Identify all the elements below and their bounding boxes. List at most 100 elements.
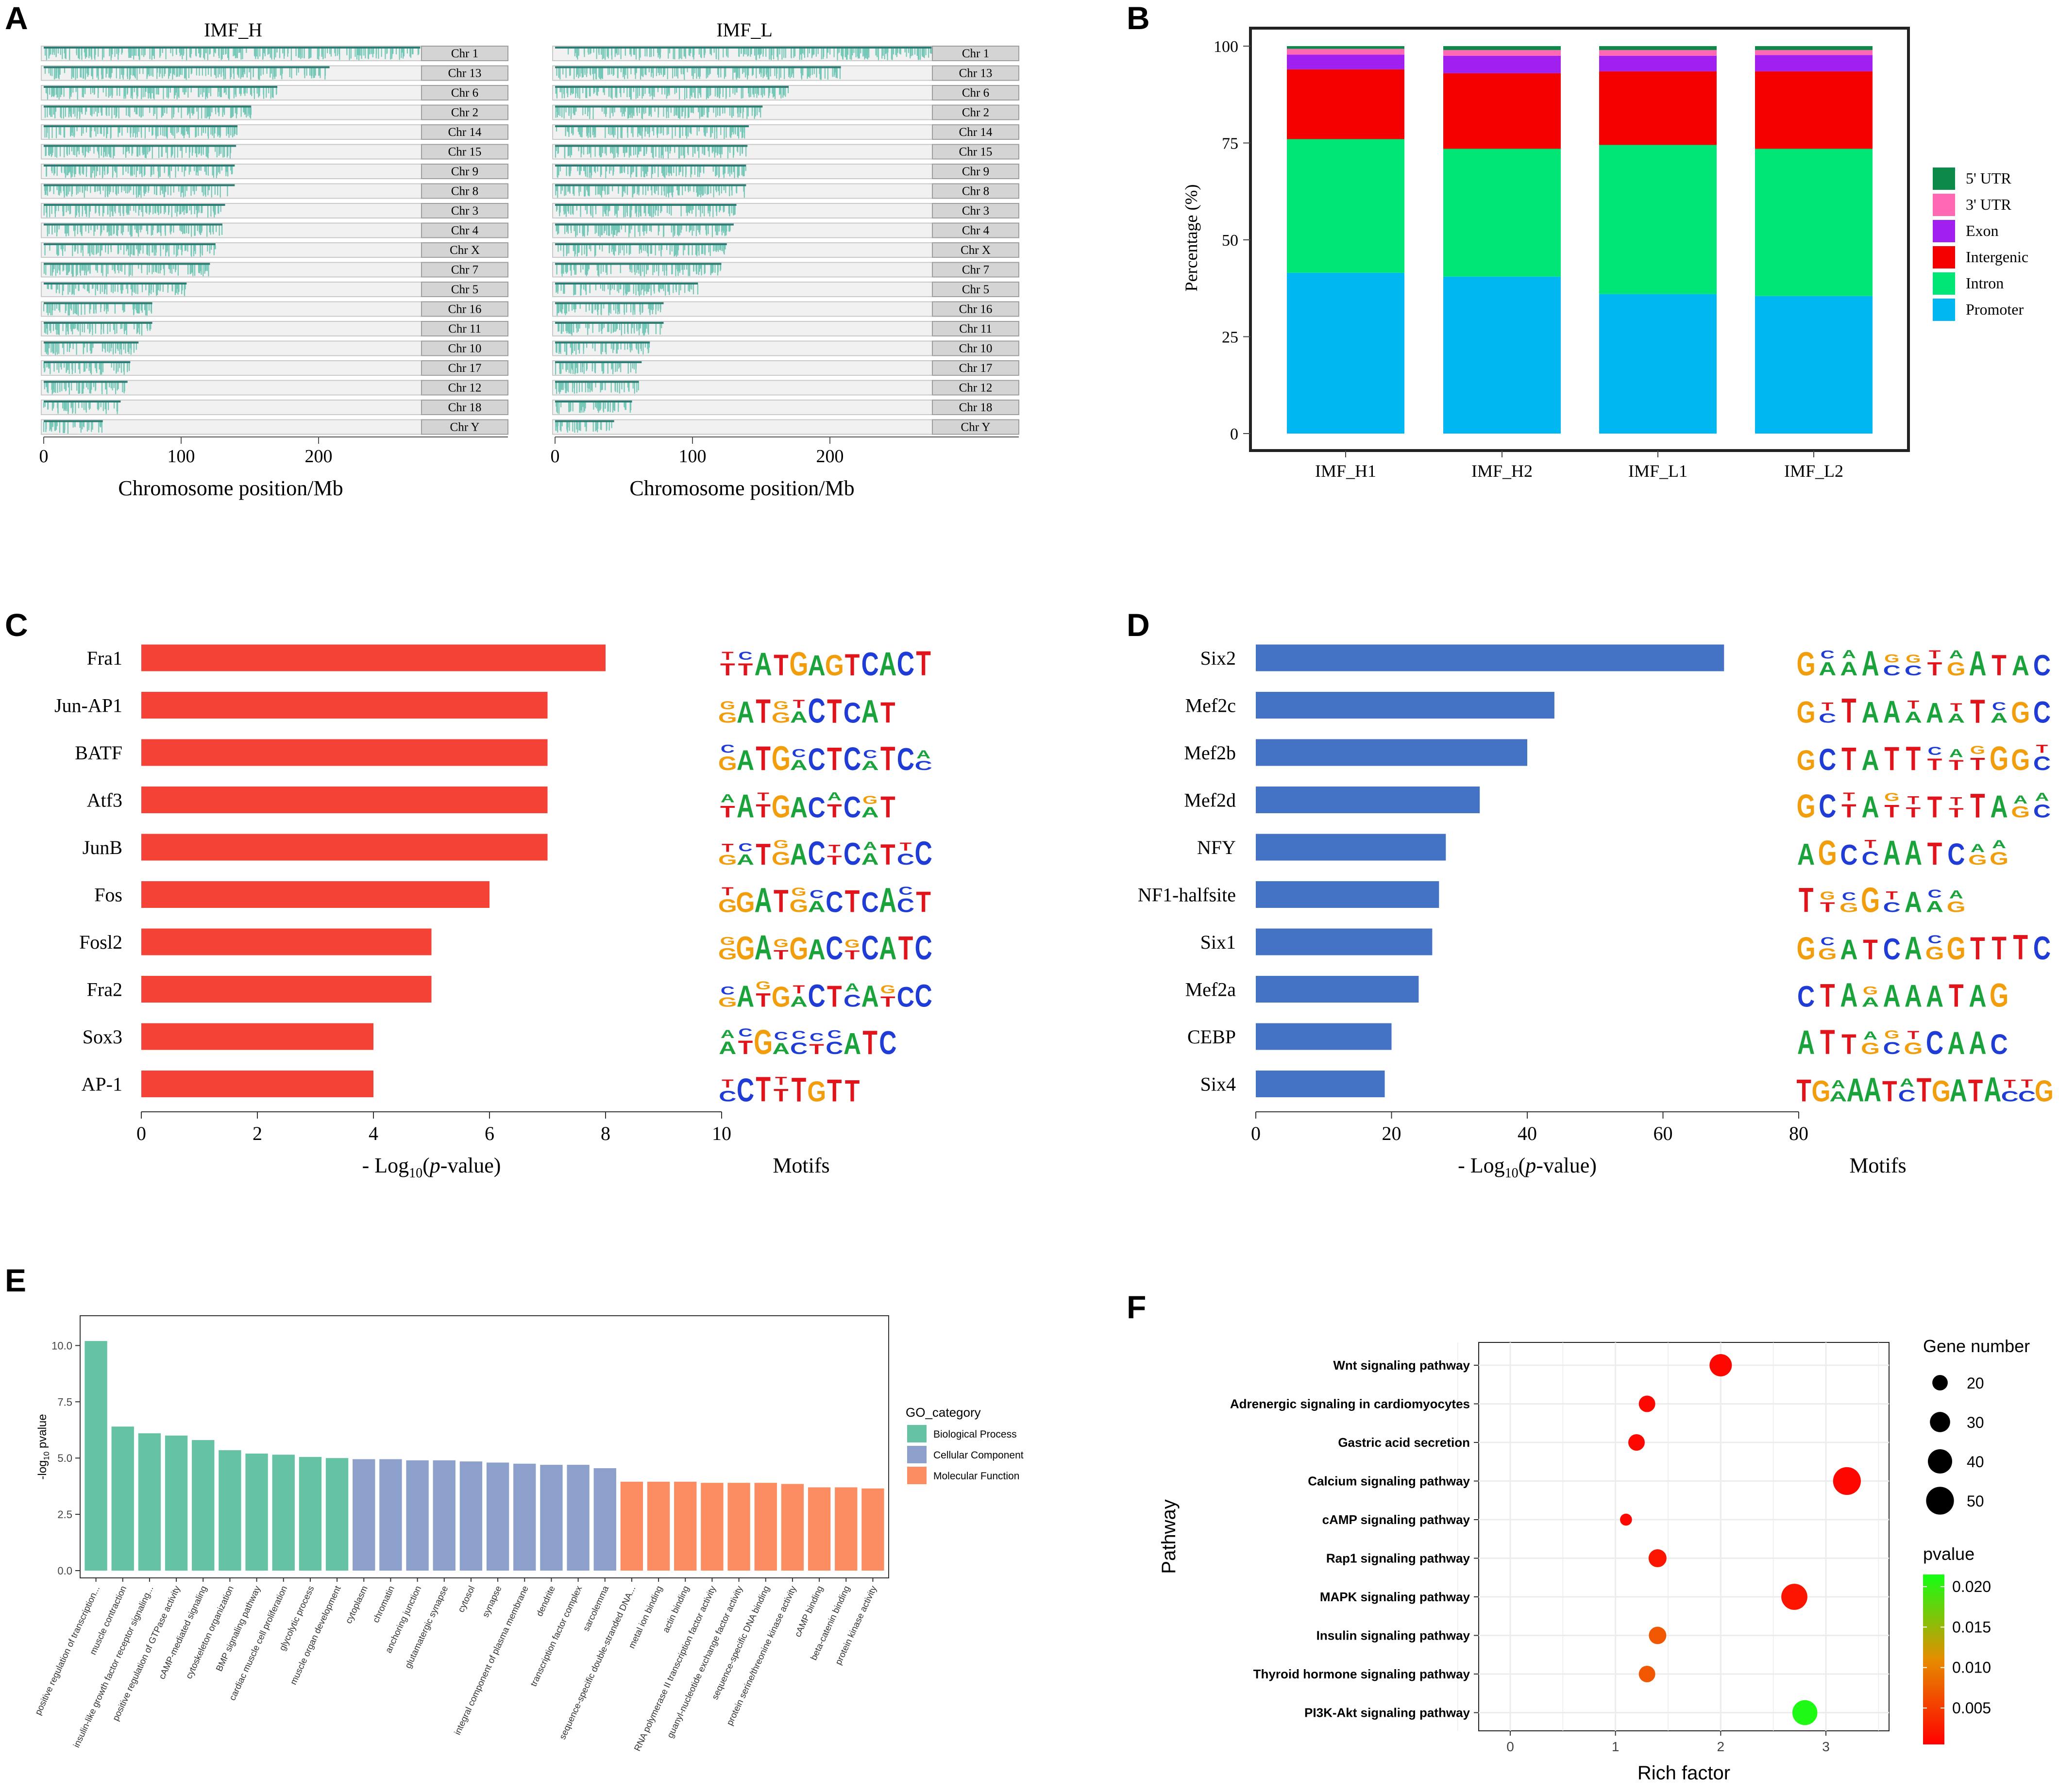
motif-letter: A xyxy=(1840,658,1857,680)
motif-letter: C xyxy=(774,1029,788,1042)
motif-letter: T xyxy=(756,989,771,1011)
motif-letter: C xyxy=(739,1026,753,1039)
x-tick-label: dendrite xyxy=(534,1584,557,1618)
x-tick-label: cytoplasm xyxy=(343,1584,370,1625)
motif-letter: C xyxy=(863,748,877,761)
pathway-label: cAMP signaling pathway xyxy=(1322,1512,1470,1527)
motif-letter: T xyxy=(774,1085,789,1105)
motif-letter: T xyxy=(1884,801,1899,821)
motif-letter: T xyxy=(1822,700,1833,713)
motif-letter: T xyxy=(1906,804,1921,821)
bar-segment-5-utr xyxy=(1443,46,1561,50)
motif-letter: T xyxy=(1820,1023,1835,1062)
x-tick-label: 80 xyxy=(1789,1122,1808,1144)
motif-letter: C xyxy=(792,1028,806,1041)
peak-density-marks xyxy=(47,285,186,296)
motif-logo: CTAAAAATAG C T A AG A A A T A G xyxy=(1797,976,2008,1014)
motif-letter: C xyxy=(1926,1024,1943,1061)
bar-label: Fos xyxy=(94,884,122,906)
motif-letter: T xyxy=(845,948,860,962)
motif-letter: G xyxy=(718,994,737,1010)
legend-title: GO_category xyxy=(906,1405,981,1420)
bar-segment-intron xyxy=(1287,139,1404,273)
motif-letter: A xyxy=(879,645,896,683)
chromosome-label-box xyxy=(421,124,508,140)
peak-density-marks xyxy=(43,304,152,316)
motif-letter: C xyxy=(1898,1087,1916,1105)
chromosome-label: Chr 2 xyxy=(962,106,989,119)
chromosome-label: Chr 12 xyxy=(448,382,482,395)
motif-letter: A xyxy=(737,787,754,824)
motif-letter: G xyxy=(1861,1039,1880,1058)
motif-letter: G xyxy=(1797,744,1816,776)
motif-letter: A xyxy=(1840,976,1857,1014)
motif-letter: A xyxy=(1840,934,1857,966)
motif-letter: C xyxy=(826,886,843,918)
motif-letter: T xyxy=(1841,740,1856,777)
chromosome-label: Chr 17 xyxy=(959,362,993,375)
chromosome-label-box xyxy=(421,203,508,218)
legend-swatch xyxy=(1933,220,1955,242)
motif-letter: G xyxy=(774,837,789,851)
motif-letter: G xyxy=(772,789,791,824)
bar-molecular-function xyxy=(620,1481,643,1571)
chromosome-label-box xyxy=(421,242,508,258)
chromosome-label-box xyxy=(932,419,1019,435)
bar-segment-intergenic xyxy=(1755,71,1873,149)
motif-letter: C xyxy=(844,790,861,824)
chromosome-label: Chr 9 xyxy=(962,165,989,178)
bar xyxy=(141,1023,373,1050)
motif-letter: G xyxy=(2011,804,2030,821)
motif-letter: T xyxy=(1907,698,1919,711)
x-tick-label: 20 xyxy=(1382,1122,1401,1144)
chromosome-label: Chr 9 xyxy=(451,165,478,178)
motif-letter: C xyxy=(1819,787,1836,824)
motif-letter: T xyxy=(1991,649,2007,682)
x-axis-title: Chromosome position/Mb xyxy=(629,476,854,500)
y-tick-label: 50 xyxy=(1222,232,1238,250)
peak-density-marks xyxy=(556,343,650,355)
motif-letter: T xyxy=(1886,889,1898,902)
chromosome-label-box xyxy=(421,65,508,81)
bar-biological-process xyxy=(299,1457,322,1571)
motif-letter: T xyxy=(2036,742,2048,755)
data-point xyxy=(1781,1584,1807,1610)
motif-letter: A xyxy=(1969,644,1986,683)
motif-letter: C xyxy=(897,645,914,683)
motif-letter: T xyxy=(880,790,895,824)
motif-letter: A xyxy=(2013,793,2027,806)
bar-biological-process xyxy=(245,1453,268,1571)
color-legend-label: 0.005 xyxy=(1952,1699,1991,1717)
x-axis-title-part: - Log xyxy=(362,1154,409,1177)
x-tick-label: cAMP-mediated signaling xyxy=(156,1584,209,1681)
x-tick-label: transcription factor complex xyxy=(528,1584,584,1688)
y-tick-label: 2.5 xyxy=(57,1508,72,1521)
plot-frame xyxy=(1478,1342,1890,1731)
chromosome-label-box xyxy=(932,65,1019,81)
motif-letter: C xyxy=(2033,695,2051,730)
motif-logo: CCTTTGTTCT C T TT T G T T xyxy=(719,1071,860,1109)
chromosome-label: Chr 15 xyxy=(448,146,482,159)
peak-density-marks xyxy=(45,147,232,159)
motif-letter: C xyxy=(1862,848,1879,869)
motif-letter: T xyxy=(757,790,769,803)
motif-letter: T xyxy=(880,993,895,1010)
motif-letter: G xyxy=(2011,743,2030,776)
x-tick-label: 0 xyxy=(551,446,560,467)
motif-letter: G xyxy=(1947,931,1966,966)
motif-letter: T xyxy=(1882,1075,1897,1107)
motif-letter: A xyxy=(1949,888,1963,901)
chromosome-track xyxy=(41,222,422,238)
motif-letter: G xyxy=(2011,696,2030,729)
chromosome-label: Chr 8 xyxy=(962,185,989,198)
chromosome-label-box xyxy=(932,124,1019,140)
peak-density-marks xyxy=(45,88,277,100)
x-tick-label: 0 xyxy=(39,446,49,467)
chromosome-label-box xyxy=(421,419,508,435)
pathway-label: Adrenergic signaling in cardiomyocytes xyxy=(1230,1397,1470,1411)
bar xyxy=(1256,928,1433,955)
bar-label: Mef2b xyxy=(1184,742,1236,764)
motif-letter: G xyxy=(1884,652,1899,665)
legend-label: 5' UTR xyxy=(1966,169,2011,187)
